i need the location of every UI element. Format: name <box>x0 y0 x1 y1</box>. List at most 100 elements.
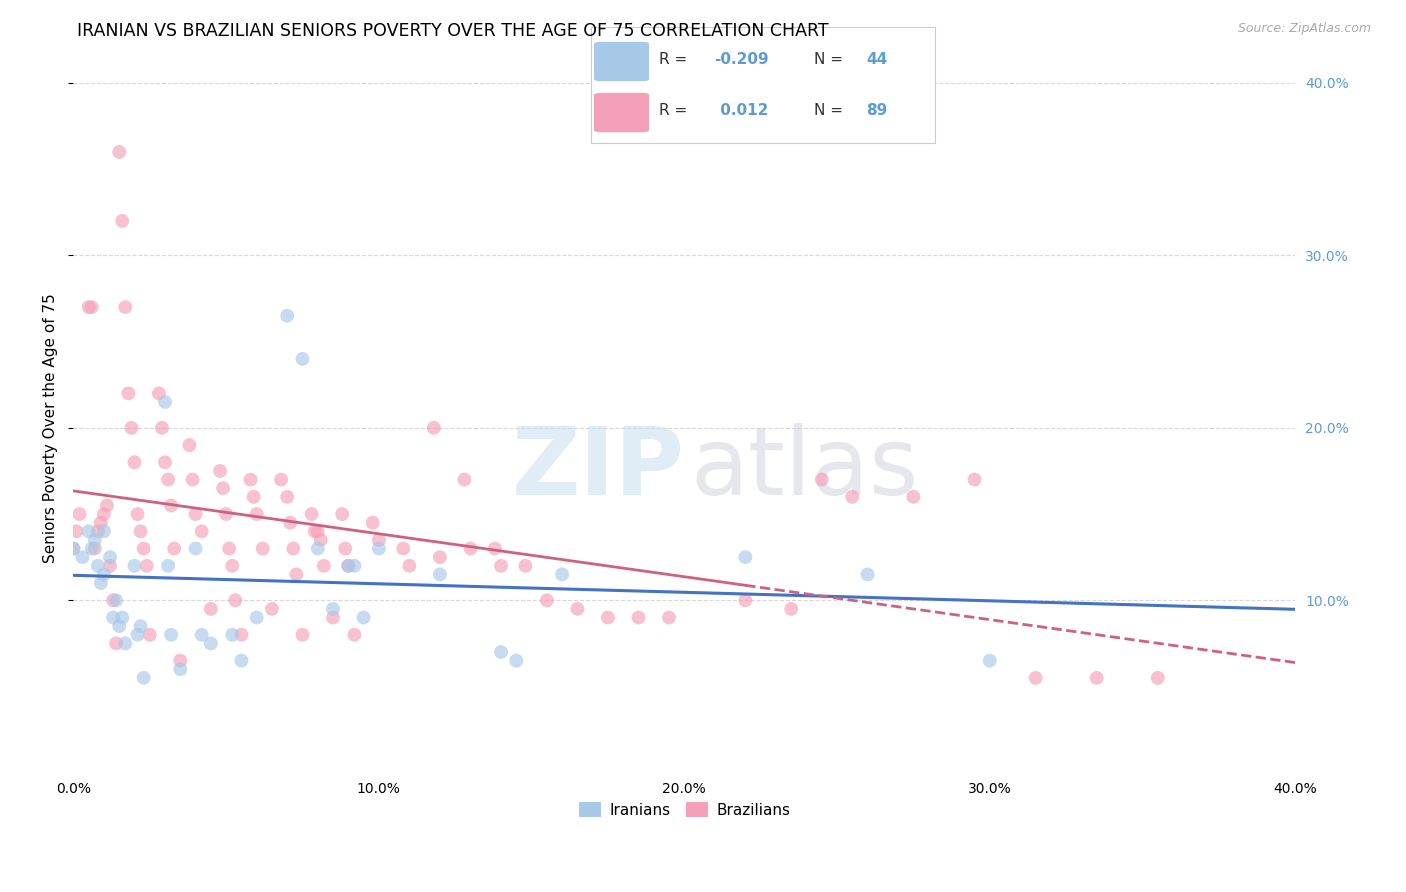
Legend: Iranians, Brazilians: Iranians, Brazilians <box>572 796 796 823</box>
Point <box>398 558 420 573</box>
Point <box>291 351 314 366</box>
Point <box>335 541 357 556</box>
Point <box>101 610 124 624</box>
Point <box>658 610 681 624</box>
Text: 0.012: 0.012 <box>714 103 768 118</box>
Point <box>309 533 332 547</box>
Point <box>190 628 212 642</box>
Point <box>423 421 446 435</box>
Point <box>184 507 207 521</box>
Point <box>157 473 180 487</box>
Point <box>224 593 246 607</box>
Point <box>83 533 105 547</box>
Point <box>312 558 335 573</box>
Point <box>367 541 389 556</box>
Point <box>200 602 222 616</box>
Point <box>190 524 212 539</box>
Point <box>484 541 506 556</box>
Point <box>169 662 191 676</box>
Point <box>111 214 134 228</box>
Point <box>87 524 110 539</box>
Point <box>515 558 537 573</box>
Point <box>489 645 512 659</box>
Point <box>453 473 475 487</box>
Point <box>98 558 121 573</box>
Point <box>127 628 149 642</box>
Point <box>231 654 253 668</box>
Point <box>221 628 243 642</box>
Point <box>80 541 103 556</box>
Point <box>124 558 146 573</box>
Point <box>734 550 756 565</box>
Point <box>93 524 115 539</box>
Point <box>246 507 269 521</box>
Y-axis label: Seniors Poverty Over the Age of 75: Seniors Poverty Over the Age of 75 <box>44 293 58 563</box>
Point <box>596 610 619 624</box>
Point <box>429 550 451 565</box>
Point <box>322 602 344 616</box>
Point <box>179 438 201 452</box>
Text: 89: 89 <box>866 103 887 118</box>
Point <box>291 628 314 642</box>
Point <box>246 610 269 624</box>
Point <box>108 619 131 633</box>
Point <box>93 507 115 521</box>
Text: Source: ZipAtlas.com: Source: ZipAtlas.com <box>1237 22 1371 36</box>
Point <box>96 499 118 513</box>
Point <box>307 541 329 556</box>
Point <box>132 541 155 556</box>
Text: ZIP: ZIP <box>512 423 685 516</box>
Point <box>218 541 240 556</box>
Point <box>810 473 832 487</box>
Point <box>200 636 222 650</box>
Text: IRANIAN VS BRAZILIAN SENIORS POVERTY OVER THE AGE OF 75 CORRELATION CHART: IRANIAN VS BRAZILIAN SENIORS POVERTY OVE… <box>77 22 830 40</box>
Text: N =: N = <box>814 52 848 67</box>
Point <box>221 558 243 573</box>
Point <box>239 473 262 487</box>
Point <box>62 541 84 556</box>
Point <box>841 490 863 504</box>
Point <box>160 499 183 513</box>
Point <box>83 541 105 556</box>
FancyBboxPatch shape <box>593 93 650 132</box>
Point <box>129 619 152 633</box>
Point <box>117 386 139 401</box>
Point <box>304 524 326 539</box>
Point <box>301 507 323 521</box>
Point <box>111 610 134 624</box>
Point <box>337 558 360 573</box>
Point <box>489 558 512 573</box>
Point <box>551 567 574 582</box>
Point <box>114 300 136 314</box>
Point <box>114 636 136 650</box>
Point <box>120 421 142 435</box>
Point <box>135 558 157 573</box>
Point <box>1146 671 1168 685</box>
Point <box>734 593 756 607</box>
Point <box>181 473 204 487</box>
Point <box>69 507 91 521</box>
Point <box>979 654 1001 668</box>
Point <box>139 628 162 642</box>
Point <box>72 550 94 565</box>
Point <box>169 654 191 668</box>
Point <box>780 602 803 616</box>
Point <box>108 145 131 159</box>
Point <box>856 567 879 582</box>
Point <box>90 576 112 591</box>
Point <box>337 558 360 573</box>
FancyBboxPatch shape <box>593 42 650 81</box>
Point <box>77 524 100 539</box>
Point <box>184 541 207 556</box>
Point <box>160 628 183 642</box>
Text: R =: R = <box>659 52 693 67</box>
Point <box>242 490 264 504</box>
Point <box>77 300 100 314</box>
Point <box>361 516 384 530</box>
Point <box>129 524 152 539</box>
Point <box>150 421 173 435</box>
Point <box>392 541 415 556</box>
Point <box>62 541 84 556</box>
Point <box>536 593 558 607</box>
Point <box>208 464 231 478</box>
